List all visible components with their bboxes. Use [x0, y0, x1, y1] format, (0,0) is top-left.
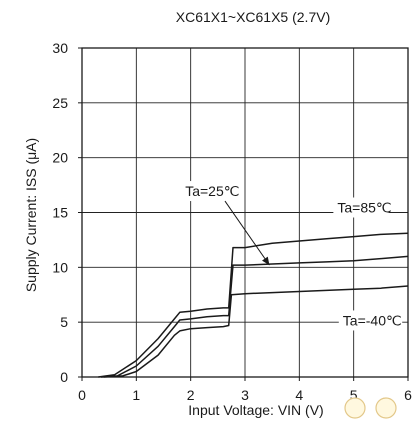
x-tick-label: 4: [295, 387, 303, 403]
y-axis-title: Supply Current: ISS (μA): [23, 138, 39, 292]
chart-title: XC61X1~XC61X5 (2.7V): [176, 9, 330, 25]
x-tick-label: 0: [78, 387, 86, 403]
decorative-circle-right: [375, 397, 397, 419]
series-line-ta-40: [103, 285, 409, 378]
y-tick-label: 5: [60, 314, 68, 330]
decorative-circle-left: [344, 397, 366, 419]
series-line-ta-85: [98, 232, 409, 378]
y-tick-label: 0: [60, 369, 68, 385]
annotations: Ta=25℃ Ta=85℃ Ta=-40℃: [181, 181, 403, 331]
annotation-label: Ta=-40℃: [343, 312, 402, 328]
annotation-background: [338, 310, 403, 331]
y-tick-label: 10: [52, 259, 68, 275]
annotation-background: [333, 197, 389, 218]
x-axis-title: Input Voltage: VIN (V): [188, 402, 323, 418]
tick-labels: 0 1 2 3 4 5 6 0 5 10 15 20 25 30: [52, 40, 412, 403]
y-tick-label: 15: [52, 205, 68, 221]
annotation-label: Ta=25℃: [185, 183, 239, 199]
y-tick-label: 20: [52, 150, 68, 166]
x-tick-label: 1: [132, 387, 140, 403]
annotation-arrow: [224, 200, 270, 266]
x-tick-label: 3: [241, 387, 249, 403]
x-tick-label: 2: [187, 387, 195, 403]
series-line-ta-25: [100, 255, 409, 378]
y-tick-label: 25: [52, 95, 68, 111]
x-tick-label: 5: [350, 387, 358, 403]
series-group: [98, 232, 409, 378]
y-tick-label: 30: [52, 40, 68, 56]
annotation-arrowhead: [262, 256, 270, 266]
annotation-background: [181, 181, 237, 202]
annotation-label: Ta=85℃: [337, 200, 391, 216]
x-tick-label: 6: [404, 387, 412, 403]
